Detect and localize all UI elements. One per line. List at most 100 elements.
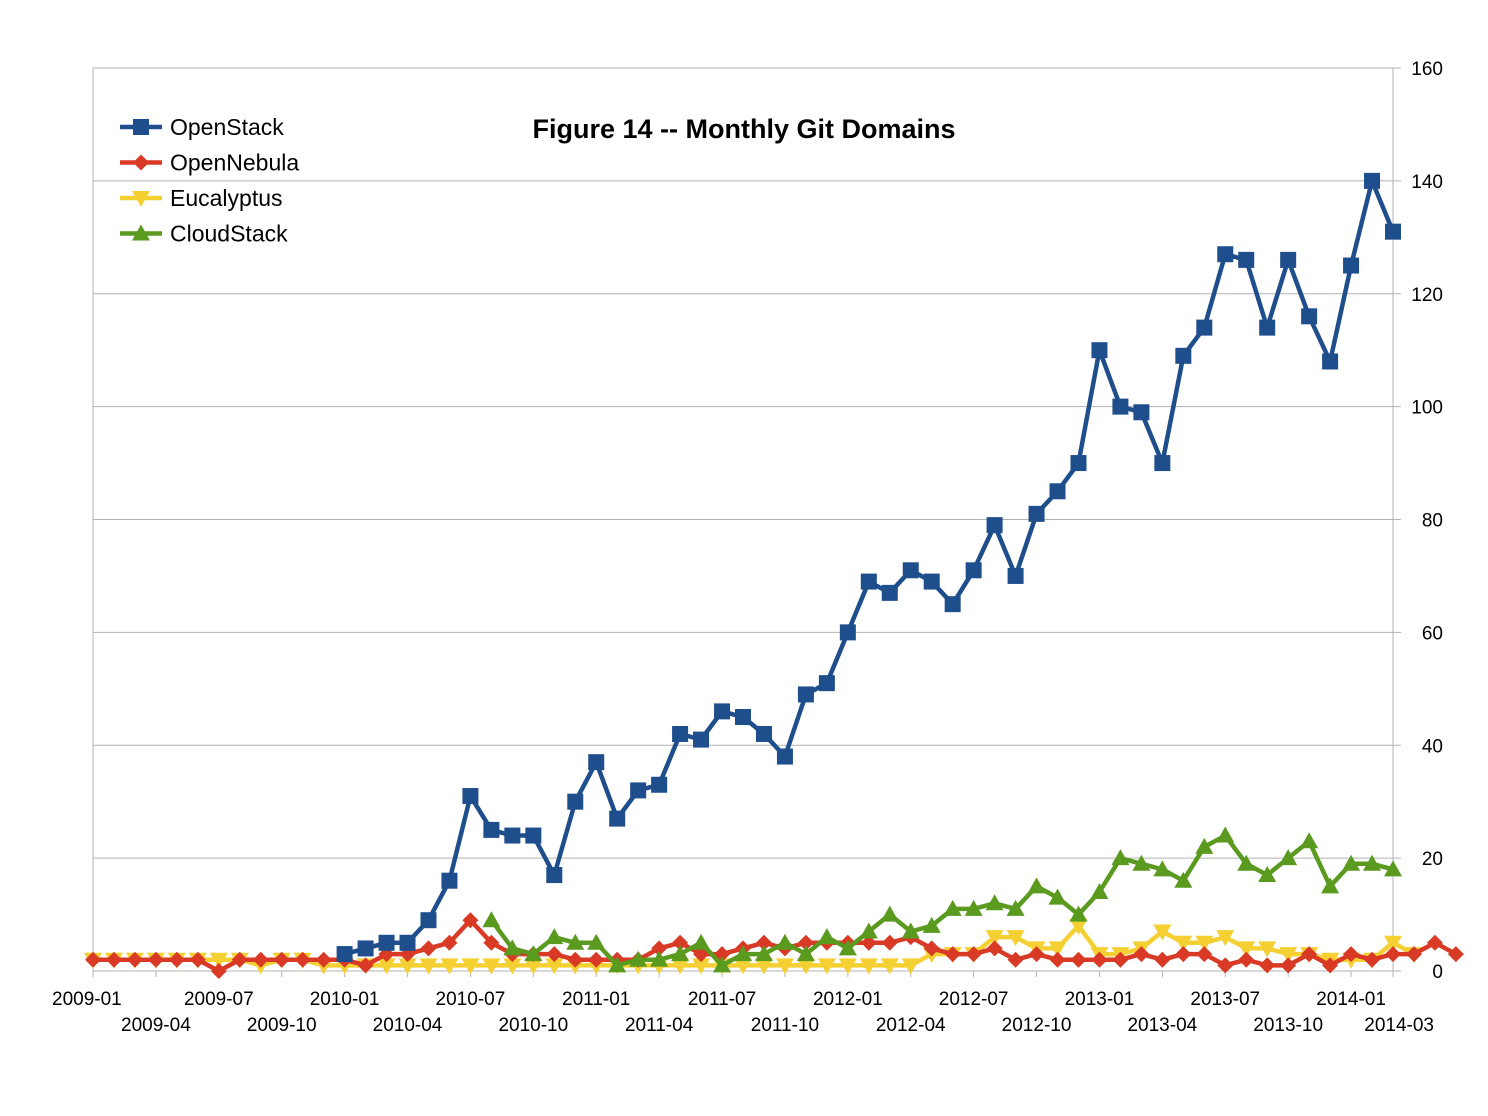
data-point-eucalyptus <box>775 958 794 975</box>
data-point-opennebula <box>546 946 563 963</box>
x-tick-label: 2011-01 <box>562 989 630 1010</box>
data-point-eucalyptus <box>901 958 920 975</box>
legend-item-cloudstack: CloudStack <box>120 221 288 247</box>
data-point-eucalyptus <box>859 958 878 975</box>
data-point-opennebula <box>1322 957 1339 974</box>
data-point-eucalyptus <box>503 958 522 975</box>
x-tick-label: 2012-07 <box>939 989 1009 1010</box>
data-point-opennebula <box>252 951 269 968</box>
data-point-cloudstack <box>692 933 711 950</box>
series-line-cloudstack <box>489 833 1394 968</box>
data-point-opennebula <box>1049 951 1066 968</box>
data-point-cloudstack <box>775 933 794 950</box>
data-point-eucalyptus <box>880 958 899 975</box>
data-point-openstack <box>818 675 835 692</box>
data-point-opennebula <box>85 951 101 968</box>
x-tick-label: 2013-10 <box>1253 1015 1323 1036</box>
data-point-cloudstack <box>1279 849 1298 866</box>
data-point-openstack <box>902 562 919 579</box>
data-point-opennebula <box>147 951 164 968</box>
legend-marker <box>132 224 150 241</box>
y-tick-label: 140 <box>1411 172 1443 193</box>
data-point-cloudstack <box>1132 854 1151 871</box>
data-point-opennebula <box>1364 951 1381 968</box>
data-point-openstack <box>1175 347 1192 364</box>
data-point-eucalyptus <box>524 958 543 975</box>
data-point-opennebula <box>1133 946 1150 963</box>
data-point-openstack <box>1259 319 1276 336</box>
data-point-openstack <box>462 788 479 805</box>
data-point-openstack <box>525 827 542 844</box>
data-point-eucalyptus <box>1384 935 1402 952</box>
data-point-cloudstack <box>1195 837 1214 854</box>
data-point-opennebula <box>1175 946 1192 963</box>
data-point-eucalyptus <box>1279 947 1298 964</box>
data-point-openstack <box>1217 246 1234 263</box>
data-point-opennebula <box>1259 957 1276 974</box>
y-tick-label: 100 <box>1411 398 1443 419</box>
data-point-cloudstack <box>587 933 606 950</box>
data-point-cloudstack <box>880 905 899 922</box>
data-point-cloudstack <box>1363 854 1382 871</box>
data-point-cloudstack <box>1111 849 1130 866</box>
data-point-opennebula <box>1385 946 1401 963</box>
data-point-opennebula <box>294 951 311 968</box>
data-point-eucalyptus <box>838 958 857 975</box>
data-point-eucalyptus <box>1069 918 1088 935</box>
data-point-cloudstack <box>1006 899 1025 916</box>
data-point-cloudstack <box>1153 860 1172 877</box>
x-tick-label: 2011-10 <box>751 1015 819 1036</box>
data-point-openstack <box>546 867 563 884</box>
x-tick-label: 2009-07 <box>184 989 254 1010</box>
data-point-openstack <box>944 596 961 613</box>
series-line-eucalyptus <box>93 923 1416 968</box>
data-point-openstack <box>651 776 668 793</box>
data-point-openstack <box>1091 342 1108 359</box>
data-point-openstack <box>1196 319 1213 336</box>
data-point-openstack <box>986 517 1003 534</box>
data-point-eucalyptus <box>209 952 228 969</box>
data-point-opennebula <box>1405 946 1422 963</box>
data-point-cloudstack <box>629 950 648 967</box>
data-point-opennebula <box>420 940 437 957</box>
data-point-opennebula <box>1343 946 1360 963</box>
x-tick-label: 2012-01 <box>813 989 883 1010</box>
x-tick-label: 2010-07 <box>436 989 506 1010</box>
data-point-openstack <box>378 934 395 951</box>
series-layer <box>84 172 1464 979</box>
data-point-openstack <box>755 725 772 742</box>
data-point-opennebula <box>273 951 290 968</box>
data-point-openstack <box>483 821 500 838</box>
x-tick-label: 2012-10 <box>1002 1015 1072 1036</box>
data-point-opennebula <box>441 934 458 951</box>
x-tick-label: 2011-04 <box>625 1015 694 1036</box>
data-point-eucalyptus <box>419 958 438 975</box>
series-line-openstack <box>344 178 1396 957</box>
y-axis: 0 20 40 60 80 100 120 140 160 <box>1393 59 1443 983</box>
data-point-opennebula <box>755 934 772 951</box>
x-tick-label: 2009-01 <box>52 989 122 1010</box>
data-point-openstack <box>1028 505 1045 522</box>
data-point-cloudstack <box>838 939 857 956</box>
legend-label: Eucalyptus <box>170 185 283 211</box>
data-point-opennebula <box>210 963 227 979</box>
x-axis: 2009-01 2009-04 2009-07 2009-10 2010-01 2010-… <box>52 971 1434 1036</box>
data-point-cloudstack <box>985 894 1004 911</box>
data-point-eucalyptus <box>692 958 711 975</box>
data-point-cloudstack <box>566 933 585 950</box>
data-point-cloudstack <box>1069 905 1088 922</box>
data-point-openstack <box>672 725 689 742</box>
data-point-openstack <box>797 686 814 703</box>
data-point-openstack <box>1280 251 1297 268</box>
series-openstack <box>336 172 1401 963</box>
data-point-openstack <box>357 940 374 957</box>
data-point-cloudstack <box>859 922 878 939</box>
data-point-cloudstack <box>964 899 983 916</box>
data-point-openstack <box>1301 308 1318 325</box>
data-point-openstack <box>441 872 458 889</box>
x-tick-label: 2010-01 <box>310 989 380 1010</box>
data-point-eucalyptus <box>1216 930 1235 947</box>
data-point-eucalyptus <box>461 958 480 975</box>
data-point-opennebula <box>1091 951 1108 968</box>
data-point-eucalyptus <box>817 958 836 975</box>
